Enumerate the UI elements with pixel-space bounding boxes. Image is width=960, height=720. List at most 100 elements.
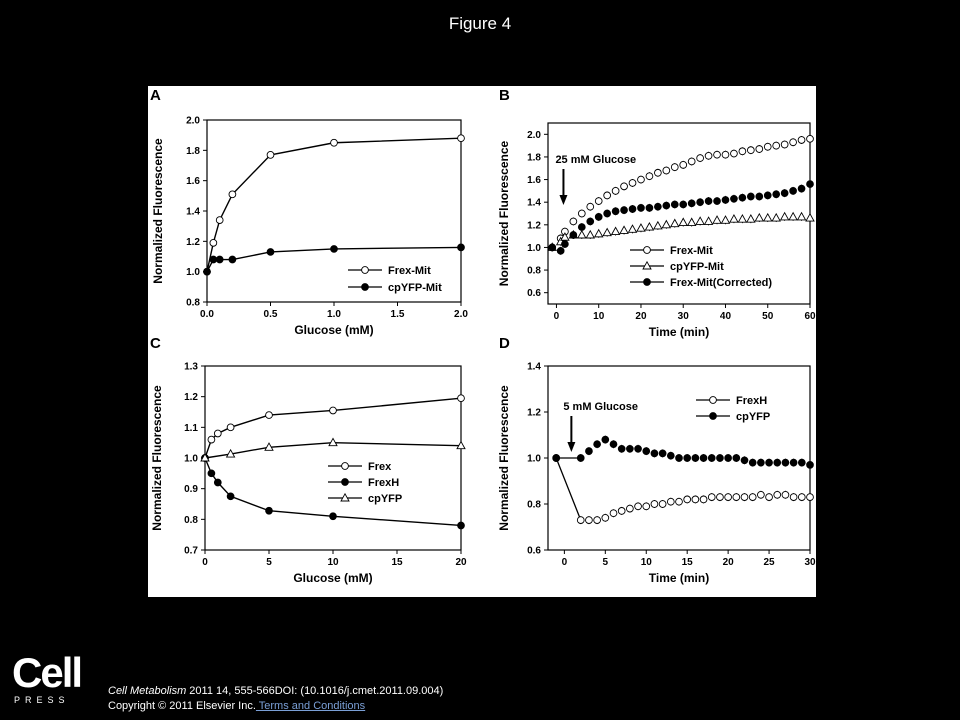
y-axis-label: Normalized Fluorescence — [497, 385, 511, 531]
data-point — [772, 141, 781, 150]
data-point — [658, 500, 667, 508]
series-cpyfp — [552, 435, 814, 469]
legend-label: cpYFP — [736, 411, 770, 423]
y-tick-label: 1.1 — [184, 423, 198, 434]
data-point — [637, 175, 645, 184]
data-point — [619, 225, 629, 234]
data-point — [732, 493, 741, 501]
data-point — [609, 440, 618, 449]
data-point — [679, 161, 688, 169]
data-point — [207, 435, 216, 444]
legend: Frex-Mit cpYFP-Mit — [348, 265, 442, 294]
data-point — [645, 203, 654, 212]
series-cpyfp-mit — [203, 243, 465, 276]
y-tick-label: 0.9 — [184, 484, 198, 495]
data-point — [603, 191, 612, 200]
data-point — [740, 493, 749, 501]
x-axis-label: Glucose (mM) — [294, 323, 373, 337]
y-tick-label: 2.0 — [527, 130, 541, 141]
data-point — [686, 217, 697, 227]
legend-label: cpYFP-Mit — [388, 282, 442, 294]
data-point — [687, 157, 696, 166]
logo-subtext: PRESS — [14, 695, 70, 705]
legend-label: FrexH — [736, 395, 767, 407]
data-point — [569, 217, 578, 226]
data-point — [577, 229, 587, 239]
data-point — [654, 168, 662, 177]
data-point — [626, 504, 634, 513]
data-point — [586, 202, 595, 211]
data-point — [637, 203, 645, 212]
data-point — [609, 509, 618, 518]
data-point — [265, 411, 273, 419]
legend-marker — [709, 412, 717, 420]
x-tick-label: 0 — [202, 557, 208, 568]
data-point — [670, 200, 679, 209]
data-point — [797, 184, 806, 193]
data-point — [209, 255, 218, 264]
data-point — [789, 138, 797, 147]
data-point — [763, 191, 772, 200]
y-axis-label: Normalized Fluorescence — [497, 140, 511, 286]
x-tick-label: 60 — [804, 311, 816, 322]
legend-label: FrexH — [368, 477, 399, 489]
series-line — [555, 457, 582, 521]
citation-journal: Cell Metabolism — [108, 685, 187, 697]
data-point — [666, 497, 675, 506]
legend-label: Frex-Mit(Corrected) — [670, 277, 772, 289]
data-point — [642, 447, 651, 455]
legend-label: Frex-Mit — [670, 245, 713, 257]
data-point — [329, 406, 337, 415]
data-point — [585, 516, 593, 524]
x-tick-label: 30 — [804, 557, 816, 568]
legend-marker — [340, 492, 350, 502]
data-point — [763, 142, 772, 151]
data-point — [796, 211, 807, 221]
data-point — [789, 458, 798, 467]
data-point — [748, 493, 757, 501]
data-point — [601, 435, 610, 444]
data-point — [765, 493, 773, 501]
legend-marker — [361, 283, 369, 291]
data-point — [602, 227, 612, 237]
data-point — [704, 151, 713, 160]
data-point — [762, 212, 773, 222]
data-point — [585, 447, 593, 455]
annotation-arrowhead — [567, 442, 576, 452]
legend-label: Frex-Mit — [388, 265, 431, 277]
data-point — [721, 150, 730, 159]
x-tick-label: 10 — [327, 557, 339, 568]
data-point — [457, 394, 465, 403]
data-point — [611, 207, 620, 216]
x-axis-label: Glucose (mM) — [293, 571, 372, 585]
x-tick-label: 20 — [455, 557, 467, 568]
x-tick-label: 20 — [723, 557, 735, 568]
data-point — [797, 493, 806, 501]
data-point — [732, 454, 741, 462]
data-point — [755, 192, 764, 201]
data-point — [603, 209, 612, 218]
data-point — [610, 226, 621, 236]
data-point — [330, 138, 338, 147]
panel-letter: D — [499, 335, 510, 352]
chart-panel-a: A 0.0 0.5 1.0 1.5 2.0 0.8 1.0 1.2 1.4 1.6 1.8 2.0 Glu… — [150, 87, 468, 337]
data-point — [577, 209, 586, 218]
legend-marker — [361, 266, 369, 274]
data-point — [738, 193, 747, 202]
figure-title: Figure 4 — [448, 14, 512, 33]
y-tick-label: 1.2 — [186, 237, 200, 248]
data-point — [754, 212, 765, 222]
data-point — [209, 239, 218, 247]
data-point — [576, 516, 585, 524]
data-point — [691, 495, 700, 504]
y-axis-label: Normalized Fluorescence — [151, 138, 165, 284]
data-point — [670, 163, 679, 171]
terms-link[interactable]: Terms and Conditions — [255, 700, 366, 712]
data-point — [225, 448, 236, 458]
data-point — [644, 221, 655, 231]
data-point — [586, 217, 595, 226]
data-point — [561, 240, 569, 248]
data-point — [628, 205, 637, 213]
data-point — [650, 449, 659, 458]
data-point — [658, 449, 667, 458]
